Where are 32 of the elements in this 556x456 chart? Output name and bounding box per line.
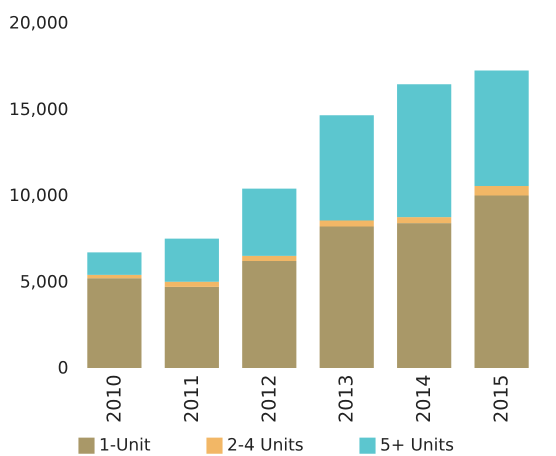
bar (242, 188, 296, 256)
bar (242, 261, 296, 368)
legend-label: 1-Unit (99, 436, 151, 456)
bar (397, 217, 452, 224)
bar (397, 223, 452, 368)
bar (164, 282, 219, 287)
x-tick-label: 2014 (413, 374, 436, 423)
x-tick-label: 2013 (336, 374, 358, 423)
bar (320, 115, 374, 221)
bar (474, 196, 529, 368)
x-tick-label: 2012 (258, 374, 280, 423)
x-tick-label: 2015 (490, 374, 513, 423)
y-tick-label: 5,000 (20, 272, 68, 292)
bar (474, 70, 529, 186)
y-tick-label: 20,000 (9, 14, 68, 34)
bar (242, 256, 296, 262)
bar (320, 220, 374, 227)
bar (474, 186, 529, 196)
bar (320, 226, 374, 368)
bar (164, 238, 219, 282)
y-tick-label: 0 (58, 358, 68, 378)
legend-label: 5+ Units (380, 436, 454, 456)
bar (164, 286, 219, 368)
bar (87, 278, 142, 368)
y-tick-label: 15,000 (9, 100, 68, 120)
bar (397, 84, 452, 218)
legend-label: 2-4 Units (227, 436, 304, 456)
x-tick-label: 2011 (180, 374, 203, 423)
bar (87, 252, 142, 275)
y-tick-label: 10,000 (9, 186, 68, 206)
bar (87, 274, 142, 278)
x-tick-label: 2010 (103, 374, 126, 423)
